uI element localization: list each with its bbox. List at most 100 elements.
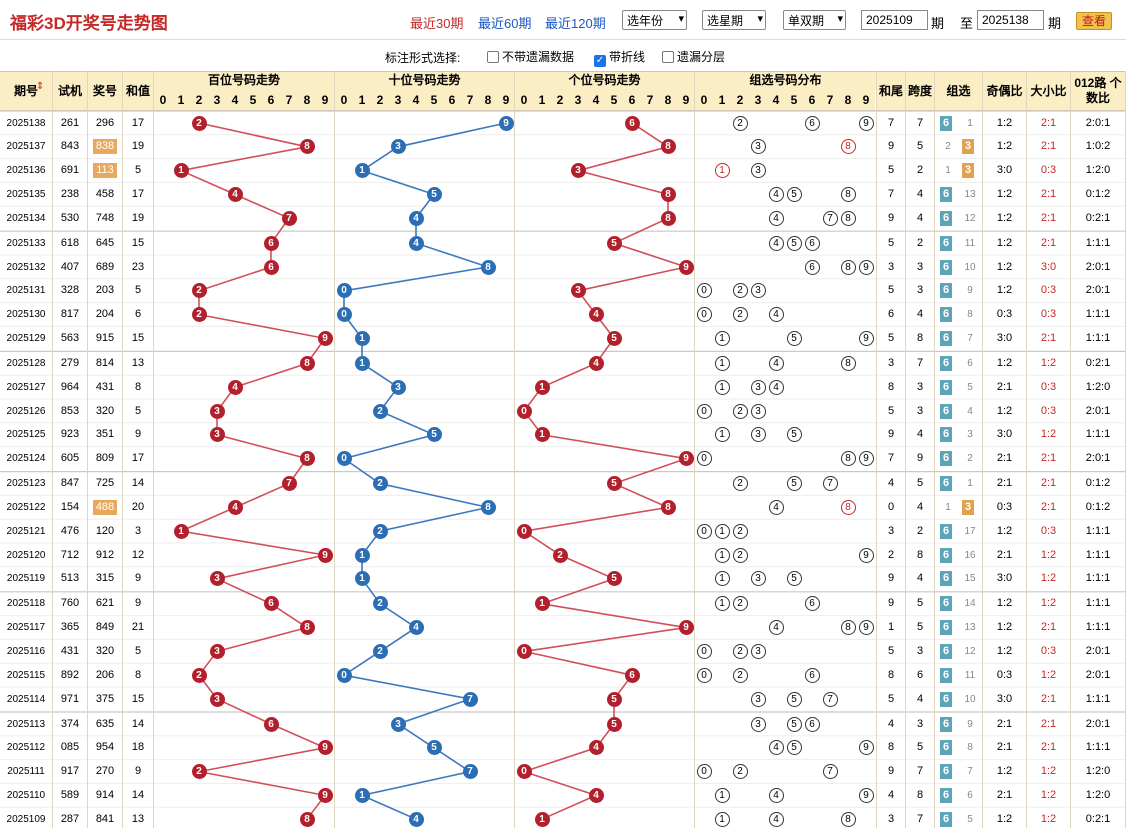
sort-icon[interactable]: ⇕ — [36, 81, 45, 92]
week-select[interactable]: 选星期 — [702, 10, 766, 30]
period-cell: 2025120 — [6, 549, 46, 561]
period-cell: 2025115 — [6, 669, 46, 681]
group-digit-circle: 1 — [714, 355, 730, 371]
odd-even-cell: 1:2 — [996, 524, 1013, 537]
odd-even-cell: 1:2 — [996, 187, 1013, 200]
group-digit-circle: 2 — [732, 115, 748, 131]
digit-header: 5 — [785, 90, 803, 110]
group-miss-count: 3 — [967, 429, 973, 441]
period-cell: 2025118 — [6, 598, 46, 610]
trial-cell: 261 — [60, 116, 80, 129]
group-digit-circle: 8 — [840, 139, 856, 155]
sum-cell: 15 — [131, 692, 145, 705]
drawn-digit-ball: 5 — [606, 476, 622, 492]
period-cell: 2025137 — [6, 141, 46, 153]
group-miss-count: 1 — [945, 501, 951, 513]
group-miss-count: 17 — [964, 525, 976, 537]
odd-even-cell: 3:0 — [996, 164, 1013, 177]
big-small-cell: 1:2 — [1040, 788, 1057, 801]
group-type-badge: 6 — [940, 427, 953, 443]
sum-cell: 5 — [134, 164, 142, 177]
span-cell: 7 — [916, 356, 924, 369]
tail-cell: 6 — [887, 308, 895, 321]
col-big-small: 大小比 — [1027, 72, 1070, 110]
drawn-digit-ball: 1 — [354, 571, 370, 587]
drawn-digit-ball: 1 — [354, 547, 370, 563]
trial-cell: 530 — [60, 211, 80, 224]
sum-cell: 12 — [131, 548, 145, 561]
group-digit-circle: 3 — [750, 643, 766, 659]
sum-cell: 15 — [131, 236, 145, 249]
to-period-input[interactable]: 2025138 — [977, 10, 1044, 30]
big-small-cell: 2:1 — [1040, 331, 1057, 344]
drawn-digit-ball: 6 — [624, 115, 640, 131]
col-period[interactable]: 期号 — [0, 72, 52, 110]
span-cell: 4 — [916, 692, 924, 705]
group-type-badge: 6 — [940, 259, 953, 275]
group-miss-count: 2 — [967, 453, 973, 465]
digit-header: 2 — [731, 90, 749, 110]
group-digit-circle: 1 — [714, 163, 730, 179]
drawn-digit-ball: 6 — [263, 596, 279, 612]
big-small-cell: 2:1 — [1040, 140, 1057, 153]
group-type-badge: 3 — [962, 139, 975, 155]
group-miss-count: 14 — [964, 598, 976, 610]
drawn-digit-ball: 4 — [227, 186, 243, 202]
group-type-badge: 6 — [940, 115, 953, 131]
digit-header: 6 — [443, 90, 461, 110]
big-small-cell: 1:2 — [1040, 356, 1057, 369]
drawn-digit-ball: 7 — [281, 476, 297, 492]
drawn-digit-ball: 2 — [372, 403, 388, 419]
group-digit-circle: 2 — [732, 596, 748, 612]
odd-even-cell: 1:2 — [996, 597, 1013, 610]
tail-cell: 5 — [887, 164, 895, 177]
prize-cell: 206 — [95, 668, 115, 681]
from-period-input[interactable]: 2025109 — [861, 10, 928, 30]
digit-header: 1 — [353, 90, 371, 110]
col-span: 跨度 — [906, 72, 934, 110]
digit-header: 3 — [749, 90, 767, 110]
big-small-cell: 2:1 — [1040, 477, 1057, 490]
span-cell: 5 — [916, 140, 924, 153]
trial-cell: 917 — [60, 765, 80, 778]
col-road: 012路 个数比 — [1071, 72, 1125, 110]
span-cell: 5 — [916, 597, 924, 610]
drawn-digit-ball: 1 — [173, 163, 189, 179]
layer-checkbox[interactable]: 遗漏分层 — [662, 48, 725, 65]
prize-cell: 204 — [95, 308, 115, 321]
group-digit-circle: 2 — [732, 764, 748, 780]
query-button[interactable]: 查看 — [1076, 12, 1112, 30]
trial-cell: 843 — [60, 140, 80, 153]
span-cell: 4 — [916, 211, 924, 224]
prize-cell: 915 — [95, 331, 115, 344]
no-miss-checkbox[interactable]: 不带遗漏数据 — [487, 48, 574, 65]
drawn-digit-ball: 8 — [299, 355, 315, 371]
group-digit-circle: 9 — [858, 787, 874, 803]
span-cell: 8 — [916, 548, 924, 561]
year-select[interactable]: 选年份 — [622, 10, 687, 30]
span-cell: 3 — [916, 260, 924, 273]
parity-select[interactable]: 单双期 — [783, 10, 846, 30]
recent-120-link[interactable]: 最近120期 — [545, 16, 606, 31]
group-type-badge: 6 — [940, 596, 953, 612]
digit-header: 6 — [623, 90, 641, 110]
digit-header: 4 — [226, 90, 244, 110]
prize-cell: 270 — [95, 765, 115, 778]
period-cell: 2025131 — [6, 285, 46, 297]
group-miss-count: 12 — [964, 212, 976, 224]
recent-60-link[interactable]: 最近60期 — [478, 16, 532, 31]
group-digit-circle: 9 — [858, 330, 874, 346]
group-digit-circle: 9 — [858, 740, 874, 756]
big-small-cell: 0:3 — [1040, 404, 1057, 417]
group-type-badge: 6 — [940, 210, 953, 226]
trial-cell: 618 — [60, 236, 80, 249]
line-checkbox[interactable]: ✓ 带折线 — [594, 48, 645, 67]
group-type-badge: 6 — [940, 355, 953, 371]
drawn-digit-ball: 0 — [336, 283, 352, 299]
big-small-cell: 0:3 — [1040, 380, 1057, 393]
recent-30-link[interactable]: 最近30期 — [410, 16, 464, 31]
digit-header: 1 — [172, 90, 190, 110]
big-small-cell: 0:3 — [1040, 644, 1057, 657]
drawn-digit-ball: 3 — [570, 283, 586, 299]
drawn-digit-ball: 1 — [534, 427, 550, 443]
